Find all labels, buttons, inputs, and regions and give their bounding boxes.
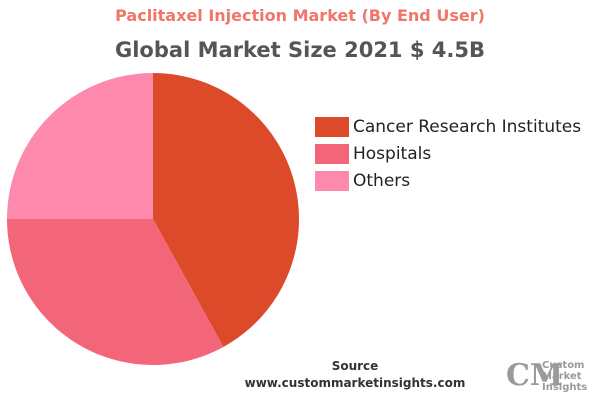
legend-item-others: Others (315, 167, 581, 194)
legend-label-hospitals: Hospitals (353, 143, 432, 164)
pie-slice-others (7, 73, 153, 219)
legend-label-cancer-research-institutes: Cancer Research Institutes (353, 116, 582, 137)
pie-slice-hospitals (7, 219, 224, 365)
logo-line-2: Market (542, 371, 582, 382)
legend-item-hospitals: Hospitals (315, 140, 581, 167)
legend-swatch-others (315, 170, 349, 191)
source-url: www.custommarketinsights.com (244, 376, 466, 390)
source-note: Source www.custommarketinsights.com (230, 358, 480, 392)
logo-text: Custom Market Insights (542, 360, 587, 393)
legend: Cancer Research Institutes Hospitals Oth… (315, 113, 581, 194)
legend-swatch-hospitals (315, 143, 349, 164)
pie-slice-cancer-research-institutes (153, 73, 299, 347)
company-logo: CM Custom Market Insights (500, 355, 598, 397)
chart-title: Paclitaxel Injection Market (By End User… (115, 6, 485, 25)
logo-mark: CM (506, 358, 564, 393)
legend-label-others: Others (353, 170, 411, 191)
source-label: Source (331, 359, 379, 373)
legend-swatch-cancer-research-institutes (315, 116, 349, 137)
chart-subtitle: Global Market Size 2021 $ 4.5B (115, 38, 485, 62)
legend-item-cancer-research-institutes: Cancer Research Institutes (315, 113, 581, 140)
logo-line-1: Custom (542, 360, 585, 371)
logo-line-3: Insights (542, 382, 588, 393)
